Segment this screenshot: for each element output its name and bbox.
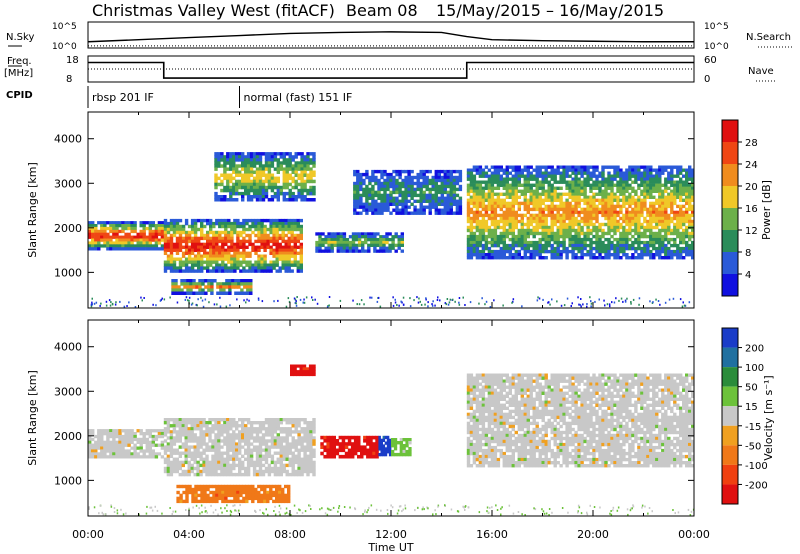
echo-region [214,152,316,202]
y-tick-label: 3000 [54,177,82,190]
echo-region [290,364,316,377]
y-tick-label: 2000 [54,430,82,443]
power-colorbar-tick: 20 [745,182,758,193]
echo-region [466,165,695,260]
power-cbar-label: Power [dB] [760,180,773,240]
echo-region [163,418,316,477]
cpid-mode-label: normal (fast) 151 IF [244,91,353,104]
freq-series [88,61,694,79]
power-ylabel: Slant Range [km] [26,162,39,258]
nsky-label: N.Sky [6,32,34,43]
echo-region [88,221,165,251]
echo-region [88,429,165,459]
cpid-label: CPID [6,90,33,101]
power-colorbar-tick: 16 [745,204,758,215]
count-tick-bottom-right: 10^0 [704,42,729,52]
velocity-colorbar-swatch [722,406,738,426]
cpid-mode-label: rbsp 201 IF [92,91,154,104]
x-tick-label: 08:00 [274,528,306,541]
y-tick-label: 4000 [54,341,82,354]
echo-region [378,435,392,457]
x-tick-label: 04:00 [173,528,205,541]
power-colorbar-swatch [722,164,738,186]
x-tick-label: 12:00 [375,528,407,541]
echo-region [163,218,303,273]
velocity-colorbar-swatch [722,347,738,368]
nave-tick-top: 60 [704,55,717,66]
y-tick-label: 4000 [54,133,82,146]
power-colorbar-swatch [722,274,738,296]
power-colorbar-swatch [722,208,738,230]
echo-region [391,438,412,457]
power-colorbar-tick: 12 [745,226,758,237]
velocity-colorbar-tick: 15 [745,402,758,413]
velocity-cbar-label: Velocity [m s⁻¹] [762,375,775,460]
velocity-colorbar-tick: -15 [745,422,761,433]
power-colorbar-swatch [722,142,738,164]
x-tick-label: 00:00 [72,528,104,541]
y-tick-label: 3000 [54,385,82,398]
beam-label: Beam 08 [346,1,418,20]
power-colorbar-swatch [722,186,738,208]
velocity-colorbar: 200 100 50 15 -15 -50 -100 -200 [721,327,768,505]
echo-region [315,232,404,253]
station-title: Christmas Valley West (fitACF) [92,1,335,20]
x-tick-label: 00:00 [678,528,710,541]
time-axis: 00:00 04:00 08:00 12:00 16:00 20:00 00:00 [72,528,710,541]
power-colorbar-swatch [722,230,738,252]
y-tick-label: 1000 [54,474,82,487]
velocity-axes: 1000 2000 3000 4000 [54,320,695,516]
power-colorbar-swatch [722,252,738,274]
echo-region [353,169,463,215]
freq-tick-top: 18 [66,55,79,66]
x-tick-label: 20:00 [577,528,609,541]
velocity-ylabel: Slant Range [km] [26,370,39,466]
power-colorbar: 4 8 12 16 20 24 28 [721,119,758,297]
velocity-colorbar-tick: -50 [745,441,761,452]
x-axis-label: Time UT [367,541,413,554]
velocity-colorbar-swatch [722,367,738,387]
velocity-colorbar-tick: -200 [745,480,768,491]
count-tick-bottom-left: 10^0 [52,42,77,52]
power-colorbar-tick: 28 [745,138,758,149]
ground-scatter [88,504,695,516]
velocity-colorbar-swatch [722,386,738,407]
freq-label-2: [MHz] [4,68,33,79]
nave-label: Nave [748,66,774,77]
velocity-colorbar-swatch [722,445,738,465]
velocity-colorbar-swatch [722,464,738,485]
nsky-series [87,31,694,43]
nsearch-label: N.Search [746,32,791,43]
power-data [88,152,695,308]
echo-region [176,484,291,504]
echo-region [171,279,253,295]
velocity-colorbar-tick: 100 [745,363,764,374]
power-colorbar-swatch [722,120,738,142]
velocity-colorbar-tick: 50 [745,383,758,394]
power-colorbar-tick: 8 [745,248,751,259]
velocity-colorbar-swatch [722,484,738,504]
x-tick-label: 16:00 [476,528,508,541]
counts-panel [87,21,695,49]
date-range: 15/May/2015 – 16/May/2015 [436,1,664,20]
velocity-colorbar-tick: 200 [745,344,764,355]
power-axes: 1000 2000 3000 4000 [54,112,695,308]
y-tick-label: 2000 [54,222,82,235]
ground-scatter [90,296,691,308]
freq-tick-bottom: 8 [66,74,72,85]
cpid-bar: rbsp 201 IF normal (fast) 151 IF [87,86,353,108]
echo-region [320,435,379,459]
freq-label-1: Freq. [7,56,32,67]
velocity-colorbar-tick: -100 [745,461,768,472]
count-tick-top-right: 10^5 [704,22,729,32]
velocity-colorbar-swatch [722,328,738,348]
velocity-colorbar-swatch [722,425,738,446]
nave-tick-bottom: 0 [704,74,710,85]
power-colorbar-tick: 4 [745,270,751,281]
power-colorbar-tick: 24 [745,160,758,171]
y-tick-label: 1000 [54,266,82,279]
count-tick-top-left: 10^5 [52,22,77,32]
